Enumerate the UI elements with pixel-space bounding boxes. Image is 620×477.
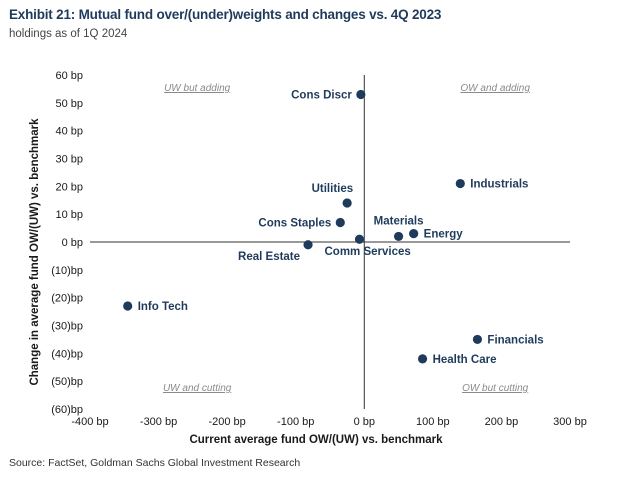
quadrant-labels: UW but adding OW and adding UW and cutting…: [163, 83, 530, 394]
point-info-tech: [123, 301, 133, 311]
y-tick-label: 0 bp: [62, 237, 83, 249]
point-utilities: [342, 198, 352, 208]
y-tick-labels: 60 bp 50 bp 40 bp 30 bp 20 bp 10 bp 0 bp (10)bp…: [51, 70, 83, 416]
x-tick-label: 0 bp: [354, 416, 375, 428]
y-tick-label: (60)bp: [51, 404, 83, 416]
x-tick-labels: -400 bp -300 bp -200 bp -100 bp 0 bp 100 bp 20…: [71, 416, 586, 428]
scatter-chart: UW but adding OW and adding UW and cutting…: [29, 70, 587, 446]
chart-title: Exhibit 21: Mutual fund over/(under)weig…: [9, 7, 442, 22]
x-tick-label: 300 bp: [553, 416, 587, 428]
point-label-real-estate: Real Estate: [238, 251, 300, 263]
quadrant-label-top-left: UW but adding: [164, 83, 231, 94]
quadrant-label-bottom-right: OW but cutting: [462, 383, 529, 394]
chart-subtitle: holdings as of 1Q 2024: [9, 28, 128, 40]
x-tick-label: -400 bp: [71, 416, 108, 428]
axes: [90, 75, 570, 409]
point-real-estate: [303, 240, 313, 250]
point-label-info-tech: Info Tech: [138, 301, 188, 313]
quadrant-label-top-right: OW and adding: [460, 83, 530, 94]
point-label-utilities: Utilities: [312, 183, 354, 195]
y-tick-label: 10 bp: [55, 209, 83, 221]
y-tick-label: (30)bp: [51, 321, 83, 333]
data-points: Cons Discr Industrials Utilities Cons Stapl…: [123, 89, 544, 366]
x-tick-label: -300 bp: [140, 416, 177, 428]
point-cons-staples: [335, 217, 345, 228]
y-tick-label: (40)bp: [51, 348, 83, 360]
y-tick-label: 20 bp: [55, 181, 83, 193]
point-health-care: [417, 354, 428, 364]
y-tick-label: 50 bp: [55, 98, 83, 110]
point-label-cons-discr: Cons Discr: [291, 89, 352, 101]
y-tick-label: 30 bp: [55, 154, 83, 166]
x-tick-label: -200 bp: [208, 416, 245, 428]
point-label-financials: Financials: [487, 334, 543, 346]
y-axis-title: Change in average fund OW/(UW) vs. bench…: [29, 118, 41, 386]
point-label-materials: Materials: [374, 215, 424, 227]
x-tick-label: 100 bp: [416, 416, 450, 428]
x-axis-title: Current average fund OW/(UW) vs. benchma…: [189, 434, 443, 446]
x-tick-label: 200 bp: [485, 416, 519, 428]
point-comm-services: [354, 234, 365, 244]
y-tick-label: (10)bp: [51, 265, 83, 277]
point-energy: [409, 229, 419, 239]
point-financials: [472, 334, 483, 345]
y-tick-label: 40 bp: [55, 126, 83, 138]
point-industrials: [455, 178, 465, 189]
point-materials: [393, 231, 404, 242]
y-tick-label: (20)bp: [51, 293, 83, 305]
y-tick-label: (50)bp: [51, 376, 83, 388]
point-cons-discr: [356, 89, 366, 100]
x-tick-label: -100 bp: [277, 416, 314, 428]
point-label-cons-staples: Cons Staples: [258, 218, 331, 230]
quadrant-label-bottom-left: UW and cutting: [163, 383, 232, 394]
point-label-industrials: Industrials: [470, 179, 528, 191]
source-note: Source: FactSet, Goldman Sachs Global In…: [9, 457, 301, 469]
point-label-energy: Energy: [424, 229, 464, 241]
point-label-comm-services: Comm Services: [324, 246, 410, 258]
point-label-health-care: Health Care: [433, 354, 497, 366]
y-tick-label: 60 bp: [55, 70, 83, 82]
